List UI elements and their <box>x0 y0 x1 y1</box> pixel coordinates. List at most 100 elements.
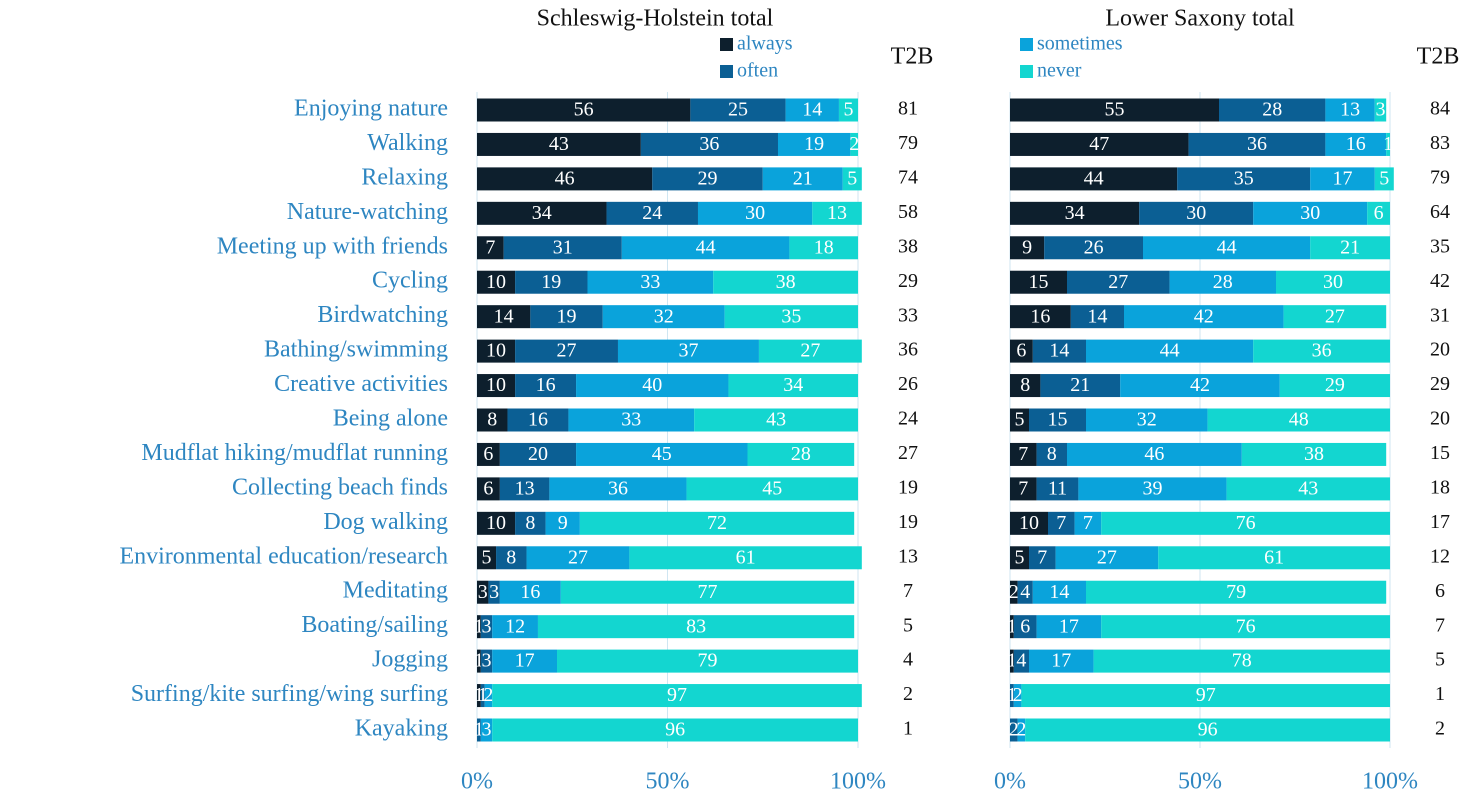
value-label: 28 <box>1262 99 1282 121</box>
value-label: 2 <box>1013 684 1023 706</box>
value-label: 96 <box>665 719 685 741</box>
value-label: 12 <box>505 615 525 637</box>
value-label: 13 <box>827 202 847 224</box>
t2b-value: 18 <box>1430 476 1450 498</box>
bar-segment <box>1124 305 1284 329</box>
category-label: Nature-watching <box>287 199 448 225</box>
bar-segment <box>1010 408 1029 432</box>
value-label: 6 <box>483 477 493 499</box>
bar-segment <box>477 201 607 225</box>
t2b-value: 5 <box>903 614 913 636</box>
bar-segment <box>1325 132 1387 156</box>
x-tick-label: 100% <box>830 769 886 795</box>
bar-segment <box>1367 201 1390 225</box>
bar-segment <box>617 339 759 363</box>
bar-segment <box>515 270 588 294</box>
bar-segment <box>526 546 630 570</box>
bar-segment <box>1017 580 1033 604</box>
category-label: Kayaking <box>355 716 448 742</box>
value-label: 7 <box>485 236 495 258</box>
value-label: 19 <box>557 305 577 327</box>
bar-segment <box>477 546 497 570</box>
value-label: 2 <box>1016 719 1026 741</box>
value-label: 29 <box>698 167 718 189</box>
bar-segment <box>1010 270 1067 294</box>
value-label: 10 <box>486 340 506 362</box>
value-label: 31 <box>553 236 573 258</box>
value-label: 7 <box>1037 546 1047 568</box>
value-label: 43 <box>549 133 569 155</box>
value-label: 46 <box>555 167 575 189</box>
value-label: 8 <box>1020 374 1030 396</box>
bar-segment <box>1036 442 1067 466</box>
category-label: Cycling <box>372 268 448 294</box>
bar-segment <box>1048 511 1075 535</box>
bar-segment <box>477 684 481 708</box>
legend-swatch <box>720 65 733 78</box>
bar-segment <box>515 339 618 363</box>
value-label: 5 <box>1015 409 1025 431</box>
t2b-value: 35 <box>1430 235 1450 257</box>
bar-segment <box>477 98 691 122</box>
value-label: 97 <box>667 684 687 706</box>
value-label: 17 <box>1059 615 1079 637</box>
value-label: 6 <box>483 443 493 465</box>
bar-segment <box>1158 546 1390 570</box>
value-label: 33 <box>640 271 660 293</box>
legend-swatch <box>1020 38 1033 51</box>
legend-swatch <box>1020 65 1033 78</box>
t2b-value: 19 <box>898 511 918 533</box>
value-label: 1 <box>474 719 484 741</box>
bar-segment <box>477 615 481 639</box>
value-label: 9 <box>558 512 568 534</box>
bar-segment <box>652 167 763 191</box>
bar-segment <box>1386 132 1390 156</box>
value-label: 30 <box>1323 271 1343 293</box>
bar-segment <box>1010 546 1029 570</box>
bar-segment <box>1010 339 1033 363</box>
bar-segment <box>477 270 516 294</box>
value-label: 19 <box>541 271 561 293</box>
bar-segment <box>560 580 855 604</box>
bar-segment <box>1010 649 1014 673</box>
bar-segment <box>1188 132 1326 156</box>
bar-segment <box>477 132 641 156</box>
value-label: 38 <box>1304 443 1324 465</box>
t2b-value: 29 <box>898 270 918 292</box>
bar-segment <box>1036 477 1079 501</box>
value-label: 28 <box>791 443 811 465</box>
value-label: 21 <box>793 167 813 189</box>
bar-segment <box>1253 339 1390 363</box>
bar-segment <box>1279 374 1390 398</box>
bar-segment <box>762 167 843 191</box>
t2b-value: 58 <box>898 201 918 223</box>
bar-segment <box>850 132 858 156</box>
value-label: 2 <box>1009 581 1019 603</box>
bar-segment <box>515 374 577 398</box>
bar-segment <box>477 236 504 260</box>
bar-segment <box>842 167 862 191</box>
t2b-value: 42 <box>1430 270 1450 292</box>
t2b-value: 7 <box>903 580 913 602</box>
x-tick-label: 50% <box>1178 769 1222 795</box>
bar-segment <box>477 718 481 742</box>
value-label: 27 <box>800 340 820 362</box>
bar-segment <box>1032 580 1086 604</box>
bar-segment <box>480 615 493 639</box>
value-label: 27 <box>1108 271 1128 293</box>
bar-segment <box>1086 408 1208 432</box>
value-label: 33 <box>621 409 641 431</box>
value-label: 48 <box>1289 409 1309 431</box>
value-label: 17 <box>1333 167 1353 189</box>
value-label: 10 <box>486 271 506 293</box>
bar-segment <box>477 477 500 501</box>
bar-segment <box>530 305 603 329</box>
t2b-header: T2B <box>891 44 934 70</box>
value-label: 7 <box>1083 512 1093 534</box>
value-label: 13 <box>515 477 535 499</box>
category-label: Mudflat hiking/mudflat running <box>141 440 448 466</box>
value-label: 43 <box>766 409 786 431</box>
category-label: Walking <box>367 130 448 156</box>
legend-swatch <box>720 38 733 51</box>
value-label: 26 <box>1084 236 1104 258</box>
